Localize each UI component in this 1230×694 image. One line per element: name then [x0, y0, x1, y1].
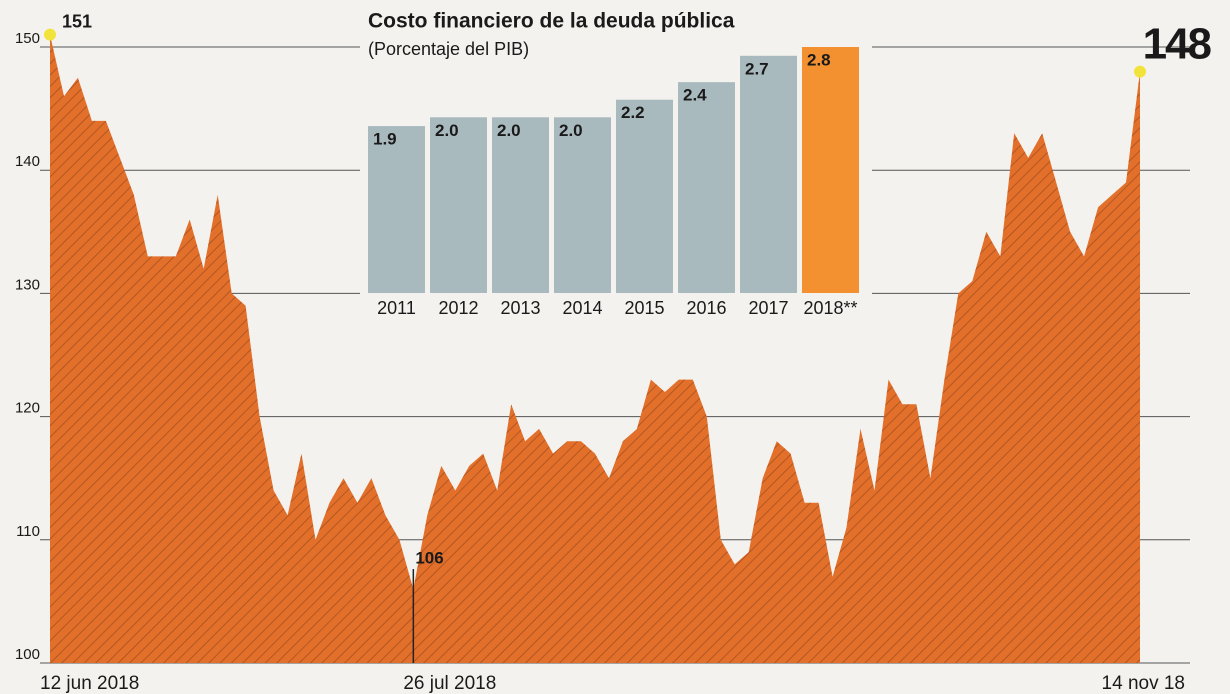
y-tick-label: 110: [16, 523, 40, 540]
bar: [802, 47, 859, 293]
data-label: 151: [62, 11, 92, 31]
x-tick-label: 12 jun 2018: [40, 673, 139, 694]
x-tick-label: 14 nov 18: [1102, 673, 1185, 694]
inset-title: Costo financiero de la deuda pública: [368, 10, 735, 33]
bar-label: 2.8: [807, 50, 831, 69]
x-tick-label: 2012: [438, 298, 478, 318]
x-tick-label: 2013: [500, 298, 540, 318]
bar-label: 2.0: [435, 121, 459, 140]
bar-label: 2.2: [621, 103, 645, 122]
bar-label: 2.4: [683, 86, 707, 105]
y-tick-label: 100: [15, 646, 40, 663]
bar: [678, 82, 735, 294]
x-tick-label: 2016: [686, 298, 726, 318]
bar: [616, 99, 673, 293]
x-tick-label: 2018**: [803, 298, 857, 318]
highlight-point: [1134, 65, 1146, 78]
x-tick-label: 2011: [377, 298, 416, 318]
data-label: 148: [1143, 19, 1212, 68]
y-tick-label: 130: [15, 276, 40, 293]
x-tick-label: 26 jul 2018: [403, 673, 496, 694]
x-tick-label: 2014: [562, 298, 602, 318]
x-tick-label: 2015: [624, 298, 664, 318]
bar-label: 2.0: [559, 121, 583, 140]
bar-label: 2.0: [497, 121, 521, 140]
bar: [430, 117, 487, 294]
inset-subtitle: (Porcentaje del PIB): [368, 39, 529, 59]
bar-label: 1.9: [373, 130, 397, 149]
x-tick-label: 2017: [748, 298, 788, 318]
area-texture: [50, 34, 1140, 663]
y-tick-label: 140: [15, 153, 40, 170]
y-tick-label: 150: [15, 30, 40, 47]
data-label: 106: [415, 549, 443, 568]
y-tick-label: 120: [15, 400, 40, 417]
bar-label: 2.7: [745, 59, 769, 78]
bar: [740, 55, 797, 294]
bar: [492, 117, 549, 294]
bar: [554, 117, 611, 294]
highlight-point: [44, 28, 56, 41]
bar: [368, 126, 425, 293]
